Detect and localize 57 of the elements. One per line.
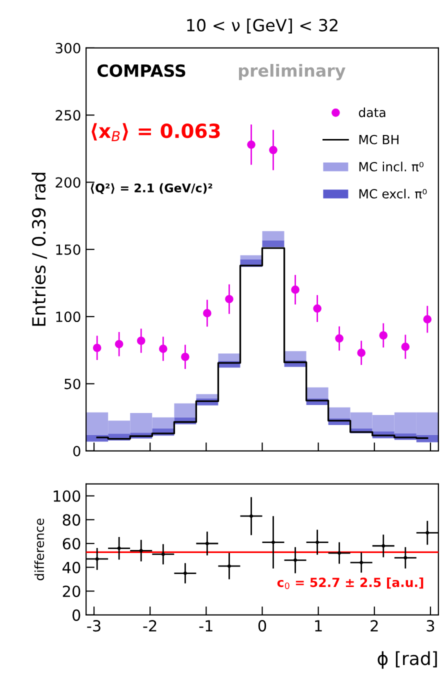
y-tick-label: 50: [64, 378, 80, 390]
point: [92, 344, 102, 352]
x-tick-label: -2: [143, 620, 156, 632]
legend-label: MC BH: [359, 134, 398, 144]
x-tick-label: -3: [87, 620, 100, 632]
point: [401, 342, 410, 351]
y-tick-label: 300: [56, 42, 80, 54]
annotation: c$_{0}$ = 52.7 ± 2.5 [a.u.]: [277, 577, 424, 590]
annotation: preliminary: [238, 64, 346, 80]
y-axis-title: difference: [34, 518, 44, 580]
x-tick-label: 1: [315, 620, 322, 632]
y-tick-label: 0: [73, 446, 80, 456]
y-tick-label: 100: [56, 312, 80, 322]
y-tick-label: 60: [62, 538, 80, 550]
point: [181, 352, 190, 362]
point: [335, 334, 344, 343]
x-tick-label: -1: [199, 620, 212, 632]
bar: [218, 354, 240, 361]
y-tick-label: 150: [56, 244, 80, 255]
bar: [196, 394, 218, 398]
x-tick-label: 3: [426, 620, 434, 632]
annotation: COMPASS: [97, 64, 186, 77]
y-tick-label: 40: [62, 562, 80, 574]
bar: [262, 231, 284, 240]
point: [203, 309, 212, 318]
y-tick-label: 100: [54, 490, 80, 502]
legend-label: data: [358, 108, 386, 118]
point: [269, 146, 278, 154]
bar: [174, 403, 196, 418]
legend-label: MC incl. π⁰: [359, 162, 424, 172]
point: [225, 294, 234, 304]
annotation: ⟨Q²⟩ = 2.1 (GeV/c)²: [90, 183, 212, 194]
point: [136, 336, 146, 345]
y-tick-label: 20: [62, 586, 80, 598]
annotation: ⟨x$_{B}$⟩ = 0.063: [92, 123, 220, 142]
point: [291, 286, 300, 294]
point: [313, 304, 322, 313]
x-tick-label: 0: [258, 620, 266, 632]
y-axis-title: Entries / 0.39 rad: [32, 172, 48, 326]
y-tick-label: 200: [56, 177, 80, 188]
point: [357, 348, 366, 358]
y-tick-label: 250: [56, 110, 80, 121]
x-tick-label: 2: [370, 620, 378, 632]
point: [114, 340, 124, 348]
point: [423, 315, 432, 324]
point: [247, 140, 256, 149]
bar: [306, 387, 328, 398]
y-tick-label: 0: [72, 609, 80, 621]
y-tick-label: 80: [62, 514, 80, 526]
bar: [262, 240, 284, 247]
point: [158, 344, 168, 353]
bar: [284, 351, 306, 360]
chart-title: 10 < ν [GeV] < 32: [187, 18, 338, 34]
bar: [240, 255, 262, 260]
legend-label: MC excl. π⁰: [359, 188, 427, 199]
x-axis-title: ϕ [rad]: [378, 651, 437, 669]
point: [379, 331, 388, 340]
